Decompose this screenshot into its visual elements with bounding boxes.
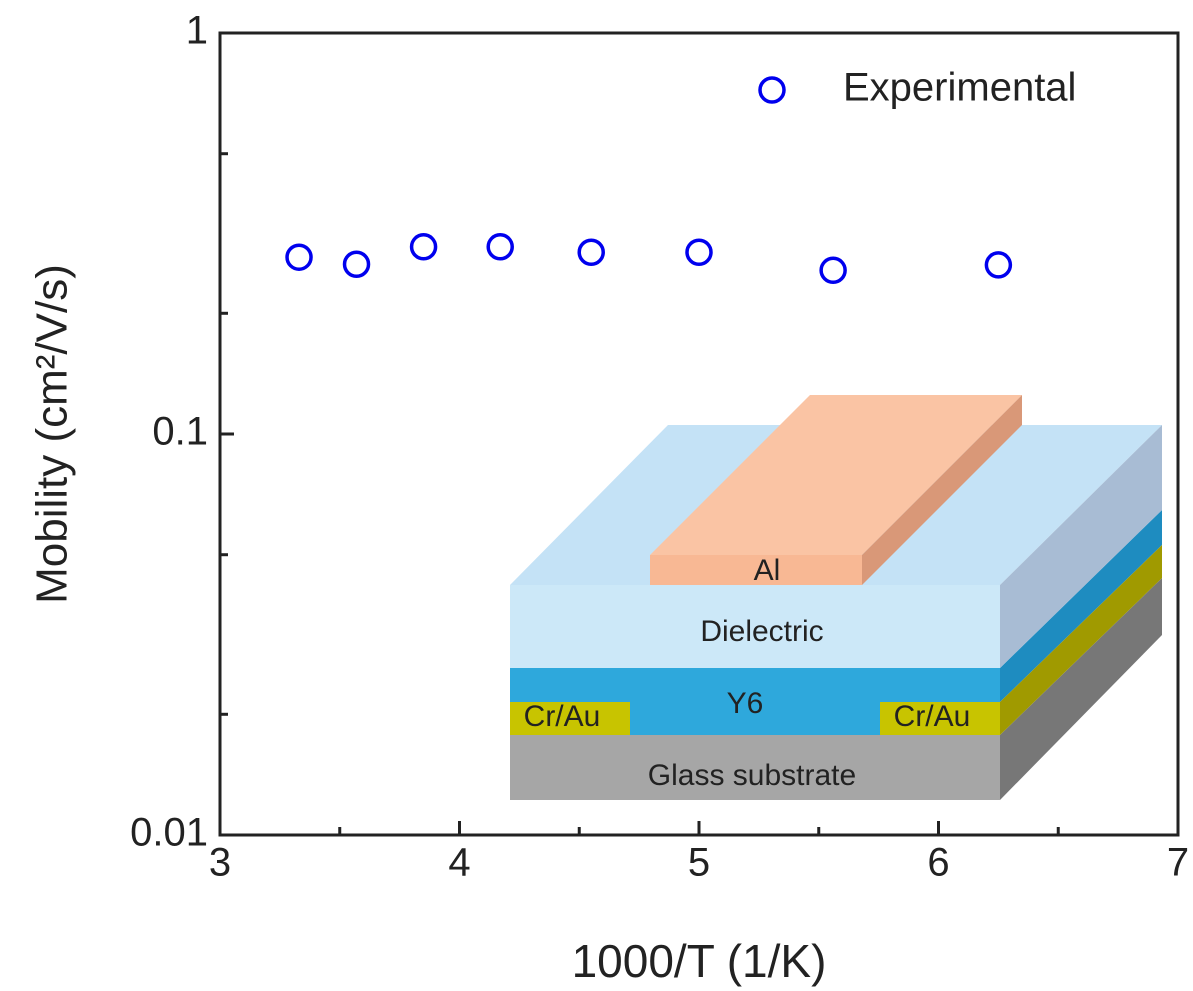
label: Cr/Au bbox=[524, 700, 601, 733]
data-point bbox=[285, 243, 313, 271]
inset-diagram: Al Dielectric Y6 Cr/Au Cr/Au Glass subst… bbox=[510, 395, 1162, 800]
legend-label: Experimental bbox=[843, 66, 1076, 110]
y-tick-label: 0.1 bbox=[152, 410, 208, 454]
legend-marker bbox=[758, 76, 786, 104]
glass-side bbox=[1000, 578, 1162, 800]
data-point bbox=[819, 256, 847, 285]
y-tick-label: 0.01 bbox=[130, 811, 208, 855]
electrode bbox=[880, 702, 1000, 735]
x-tick-label: 4 bbox=[448, 841, 470, 885]
electrode-side bbox=[1000, 545, 1162, 735]
data-point bbox=[685, 238, 713, 266]
data-point bbox=[486, 233, 514, 261]
data-point bbox=[577, 238, 605, 266]
label: Dielectric bbox=[700, 615, 823, 648]
label: Cr/Au bbox=[894, 700, 971, 733]
dielectric-front bbox=[510, 585, 1000, 668]
x-tick-label: 7 bbox=[1167, 841, 1189, 885]
al-side bbox=[862, 395, 1022, 585]
x-axis-label: 1000/T (1/K) bbox=[572, 935, 827, 987]
label: Al bbox=[754, 554, 781, 587]
x-tick-label: 3 bbox=[209, 841, 231, 885]
x-tick-label: 5 bbox=[688, 841, 710, 885]
x-tick-label: 6 bbox=[927, 841, 949, 885]
electrode bbox=[510, 702, 630, 735]
y6-side bbox=[1000, 510, 1162, 702]
label: Y6 bbox=[727, 687, 764, 720]
y-axis-label: Mobility (cm²/V/s) bbox=[28, 264, 77, 604]
data-point bbox=[409, 233, 438, 261]
data-point bbox=[984, 251, 1013, 279]
y-tick-label: 1 bbox=[186, 9, 208, 53]
data-point bbox=[342, 250, 371, 279]
al-top bbox=[650, 395, 1022, 555]
dielectric-side bbox=[1000, 425, 1162, 668]
al-front bbox=[650, 555, 862, 585]
glass-front bbox=[510, 735, 1000, 800]
label: Glass substrate bbox=[648, 759, 856, 792]
